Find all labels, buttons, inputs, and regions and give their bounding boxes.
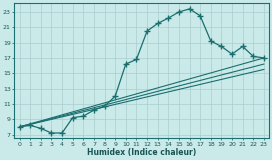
- X-axis label: Humidex (Indice chaleur): Humidex (Indice chaleur): [87, 148, 196, 157]
